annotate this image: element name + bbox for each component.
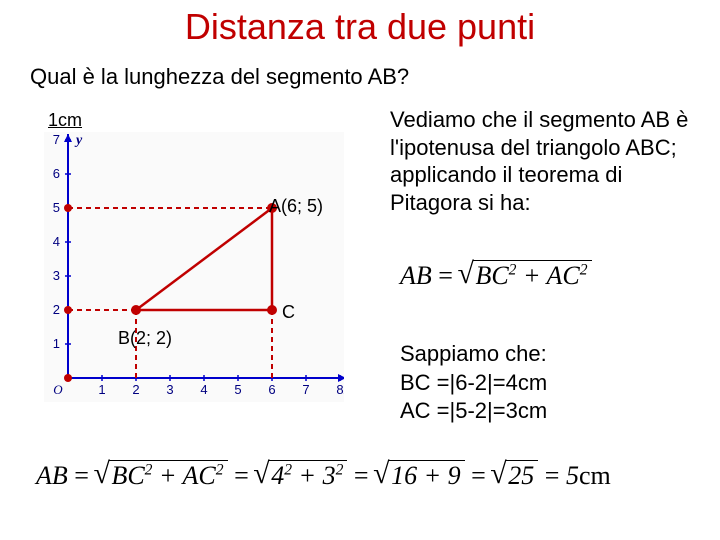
known-ac: AC =|5-2|=3cm <box>400 397 547 426</box>
svg-text:3: 3 <box>166 382 173 397</box>
svg-text:O: O <box>53 382 63 397</box>
point-b-label: B(2; 2) <box>118 328 172 349</box>
eq2: = <box>234 461 255 490</box>
sqrt2: 42 + 32 <box>255 460 347 491</box>
point-a-label: A(6; 5) <box>269 196 323 217</box>
scale-label: 1cm <box>48 110 82 131</box>
question-text: Qual è la lunghezza del segmento AB? <box>30 64 409 90</box>
known-bc: BC =|6-2|=4cm <box>400 369 547 398</box>
svg-text:3: 3 <box>53 268 60 283</box>
computation-formula: AB = BC2 + AC2 = 42 + 32 = 16 + 9 = 25 =… <box>36 460 611 491</box>
svg-text:y: y <box>74 133 83 148</box>
sqrt4: 25 <box>492 460 538 491</box>
svg-text:2: 2 <box>132 382 139 397</box>
eq3: = <box>354 461 375 490</box>
svg-text:5: 5 <box>234 382 241 397</box>
svg-text:1: 1 <box>98 382 105 397</box>
svg-text:4: 4 <box>200 382 207 397</box>
eq1: = <box>74 461 95 490</box>
svg-text:7: 7 <box>302 382 309 397</box>
svg-text:x: x <box>343 383 344 398</box>
svg-text:5: 5 <box>53 200 60 215</box>
f1-radicand: BC2 + AC2 <box>473 260 591 291</box>
point-c-label: C <box>282 302 295 323</box>
f1-lhs: AB <box>400 261 432 290</box>
f2-lhs: AB <box>36 461 68 490</box>
slide-title: Distanza tra due punti <box>0 6 720 48</box>
coordinate-graph: 1 2 3 4 5 6 7 8 1 2 3 4 5 6 7 Ox y <box>44 132 344 407</box>
svg-text:4: 4 <box>53 234 60 249</box>
explanation-text: Vediamo che il segmento AB è l'ipotenusa… <box>390 106 700 216</box>
eq4: = <box>471 461 492 490</box>
svg-text:6: 6 <box>268 382 275 397</box>
svg-text:2: 2 <box>53 302 60 317</box>
sqrt-symbol: BC2 + AC2 <box>459 260 591 291</box>
graph-svg: 1 2 3 4 5 6 7 8 1 2 3 4 5 6 7 Ox y <box>44 132 344 402</box>
eq5: = <box>545 461 566 490</box>
svg-text:6: 6 <box>53 166 60 181</box>
svg-text:8: 8 <box>336 382 343 397</box>
sqrt1: BC2 + AC2 <box>95 460 227 491</box>
known-values: Sappiamo che: BC =|6-2|=4cm AC =|5-2|=3c… <box>400 340 547 426</box>
equals-sign: = <box>438 261 459 290</box>
sqrt3: 16 + 9 <box>375 460 465 491</box>
known-title: Sappiamo che: <box>400 340 547 369</box>
svg-text:7: 7 <box>53 132 60 147</box>
pythagoras-formula: AB = BC2 + AC2 <box>400 260 592 291</box>
svg-text:1: 1 <box>53 336 60 351</box>
result: 5cm <box>566 461 611 490</box>
